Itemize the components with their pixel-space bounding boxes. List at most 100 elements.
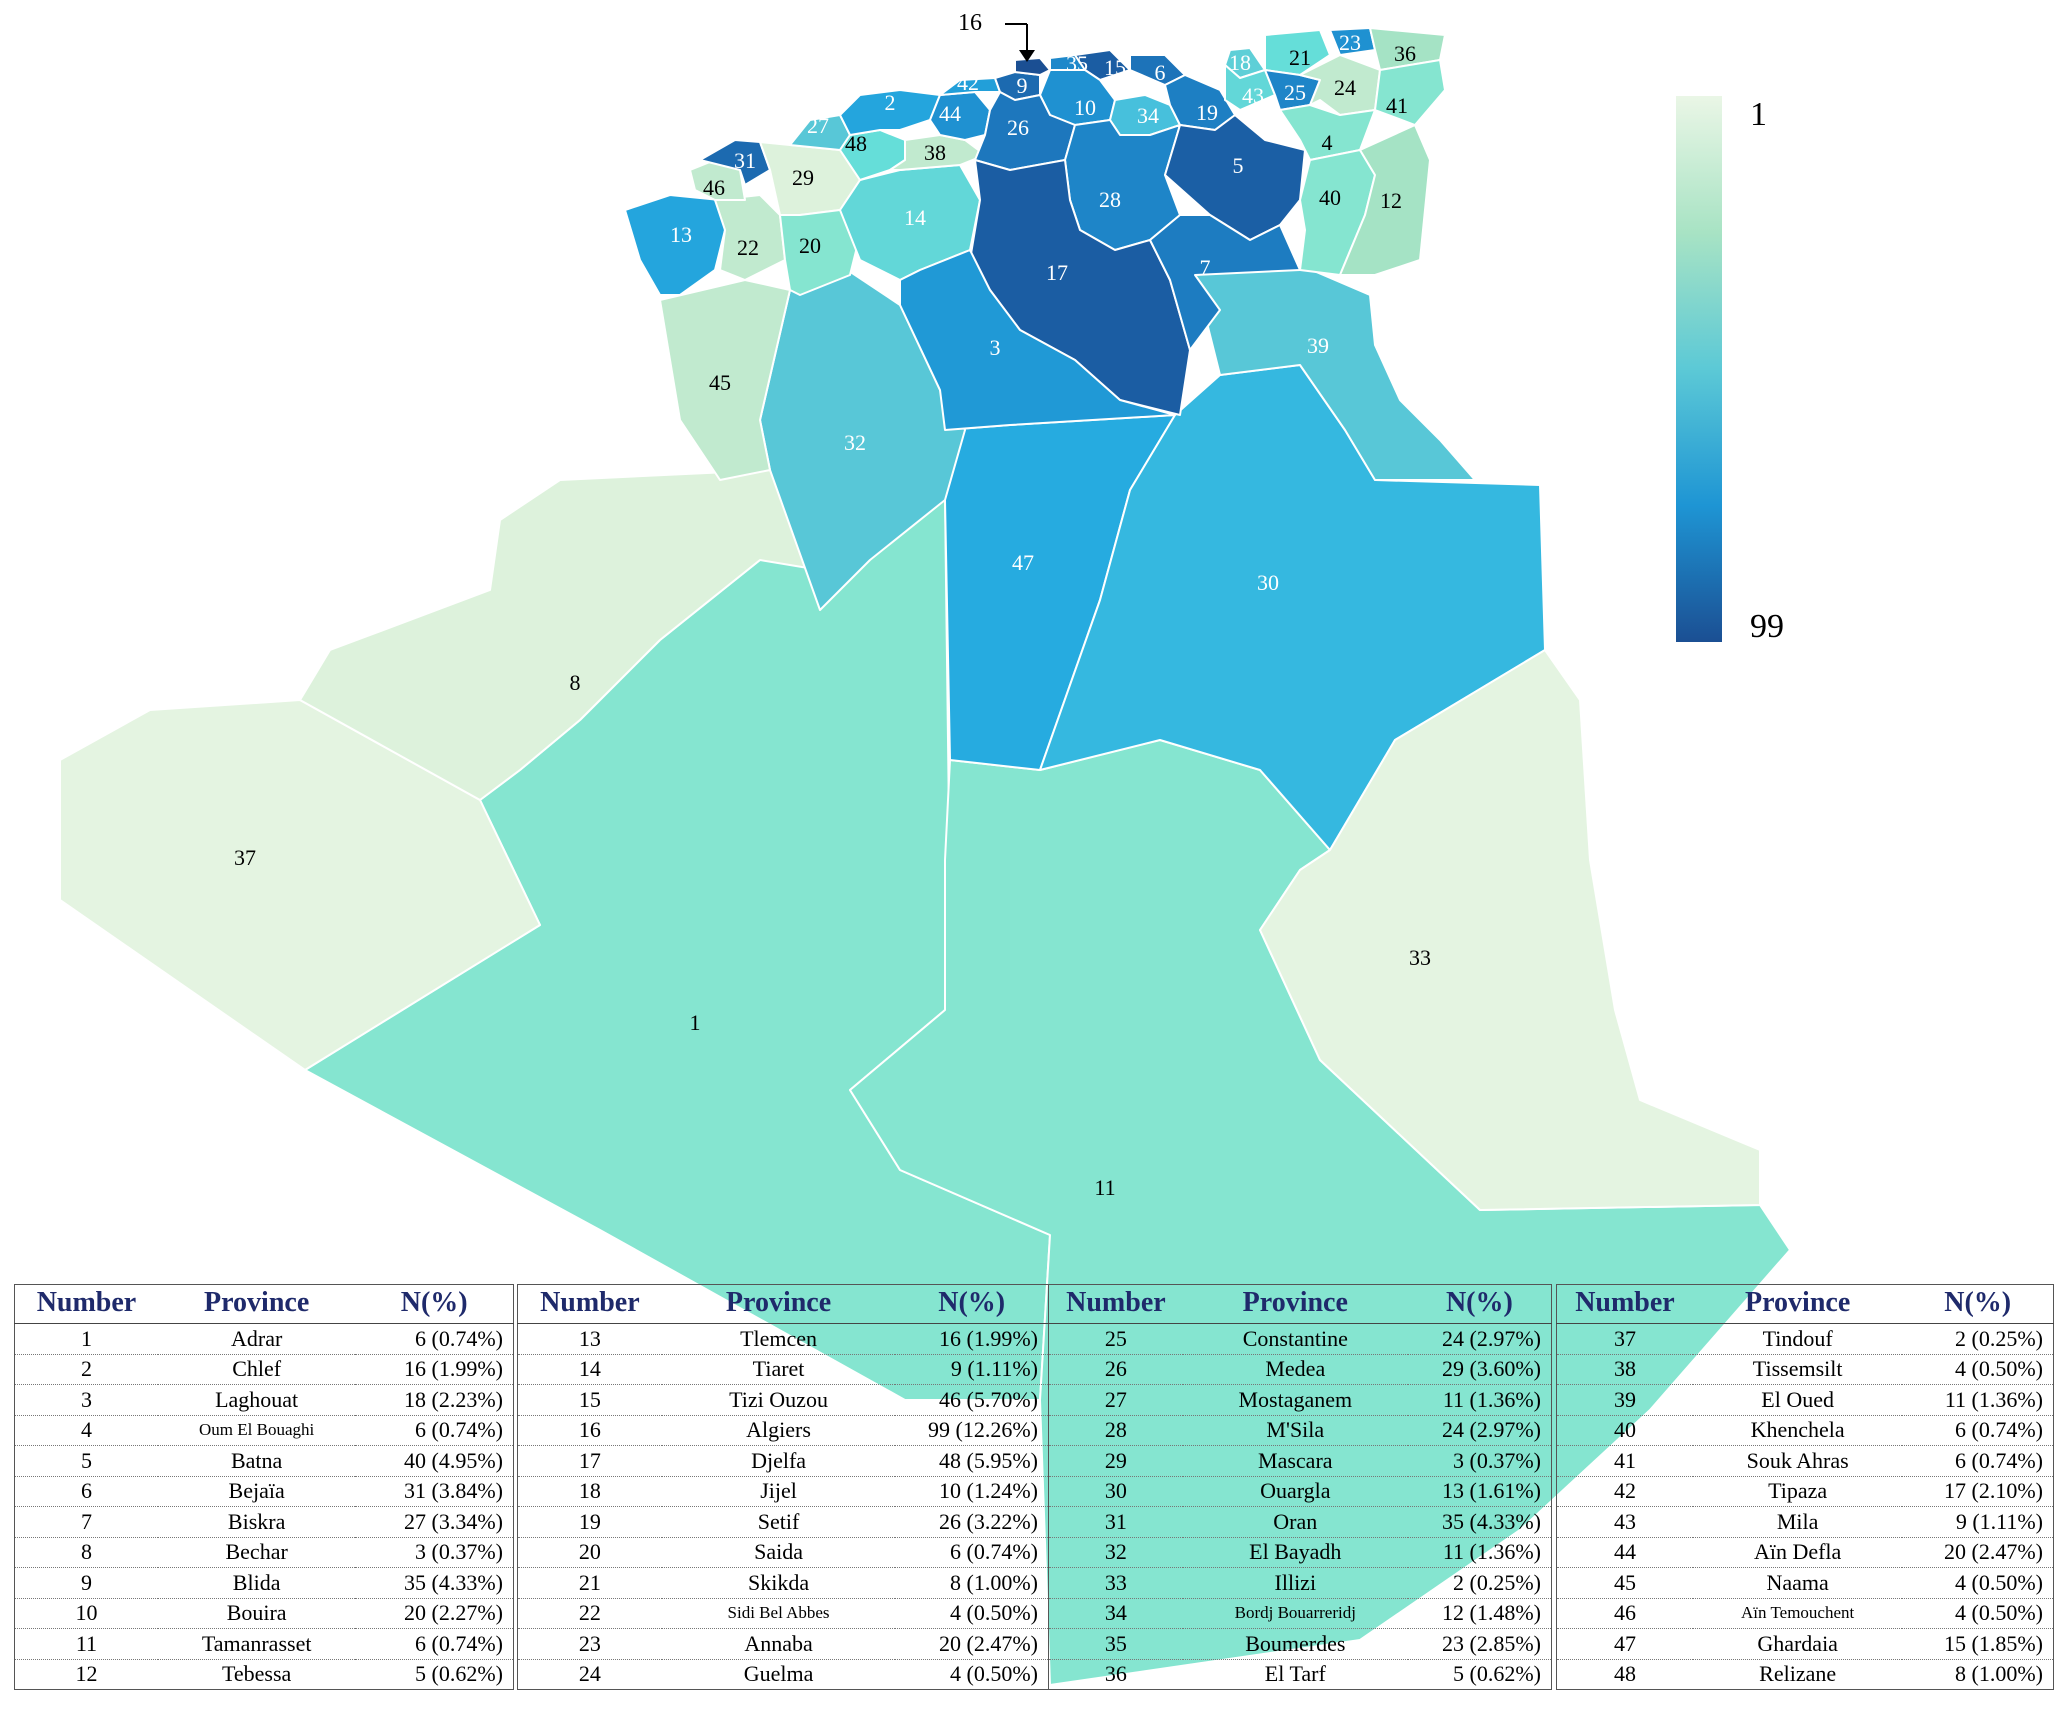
cell-n: 99 (12.26%) (895, 1415, 1049, 1446)
table-row: 43 Mila 9 (1.11%) (1556, 1506, 2054, 1538)
cell-number: 47 (1556, 1628, 1693, 1660)
cell-province: Tamanrasset (157, 1628, 356, 1660)
table-row: 19 Setif 26 (3.22%) (517, 1506, 1049, 1538)
cell-n: 17 (2.10%) (1902, 1476, 2054, 1507)
cell-number: 1 (14, 1323, 158, 1355)
cell-n: 20 (2.47%) (1902, 1537, 2054, 1568)
cell-n: 9 (1.11%) (1902, 1506, 2054, 1538)
table-row: 30 Ouargla 13 (1.61%) (1048, 1476, 1552, 1507)
region-label-32: 32 (844, 430, 866, 455)
cell-province: Tiaret (661, 1354, 896, 1385)
cell-number: 21 (517, 1567, 662, 1599)
cell-number: 36 (1104, 1661, 1127, 1687)
province-table-3: Number Province N(%) 25 Constantine 24 (2.97%… (1048, 1284, 1552, 1690)
region-label-26: 26 (1007, 115, 1029, 140)
region-label-31: 31 (734, 148, 756, 173)
region-label-47: 47 (1012, 550, 1034, 575)
cell-province: Tipaza (1692, 1476, 1903, 1507)
table-row: 48 Relizane 8 (1.00%) (1557, 1659, 2054, 1690)
legend-min-label: 1 (1750, 96, 1767, 133)
cell-n: 3 (0.37%) (1407, 1445, 1552, 1477)
table-row: 34 Bordj Bouarreridj 12 (1.48%) (1048, 1598, 1552, 1629)
cell-n: 31 (3.84%) (355, 1476, 514, 1507)
cell-number: 15 (517, 1384, 662, 1416)
n-header: N(%) (895, 1284, 1049, 1324)
table-row: 35 Boumerdes 23 (2.85%) (1048, 1628, 1552, 1660)
table-row: 11 Tamanrasset 6 (0.74%) (14, 1628, 514, 1660)
region-label-23: 23 (1339, 30, 1361, 55)
cell-province: Bechar (157, 1537, 356, 1568)
cell-number: 19 (517, 1506, 662, 1538)
region-label-14: 14 (904, 205, 926, 230)
region-label-43: 43 (1242, 83, 1264, 108)
cell-number: 12 (75, 1661, 98, 1687)
cell-n: 6 (0.74%) (895, 1537, 1049, 1568)
cell-number: 39 (1556, 1384, 1693, 1416)
cell-n: 29 (3.60%) (1407, 1354, 1552, 1385)
cell-n: 11 (1.36%) (1902, 1384, 2054, 1416)
cell-number: 3 (14, 1384, 158, 1416)
cell-n: 4 (0.50%) (895, 1598, 1049, 1629)
region-label-30: 30 (1257, 570, 1279, 595)
province-table-1: Number Province N(%) 1 Adrar 6 (0.74%) 2 Chlef 1… (14, 1284, 514, 1690)
cell-province: Bordj Bouarreridj (1182, 1598, 1408, 1629)
cell-number: 33 (1048, 1567, 1183, 1599)
province-tables: Number Province N(%) 1 Adrar 6 (0.74%) 2 Chlef 1… (0, 1284, 2066, 1704)
region-label-41: 41 (1386, 93, 1408, 118)
callout-arrow-icon (1005, 23, 1035, 62)
cell-province: Oum El Bouaghi (157, 1415, 356, 1446)
region-label-40: 40 (1319, 185, 1341, 210)
region-label-28: 28 (1099, 187, 1121, 212)
n-header: N(%) (1407, 1284, 1552, 1324)
table-row: 44 Aïn Defla 20 (2.47%) (1556, 1537, 2054, 1568)
table-row: 18 Jijel 10 (1.24%) (517, 1476, 1049, 1507)
cell-province: Tizi Ouzou (661, 1384, 896, 1416)
province-table-2: Number Province N(%) 13 Tlemcen 16 (1.99%) 14 T… (517, 1284, 1049, 1690)
cell-n: 13 (1.61%) (1407, 1476, 1552, 1507)
color-scale-legend (1676, 96, 1722, 642)
province-header: Province (1182, 1284, 1408, 1324)
number-header: Number (1048, 1284, 1183, 1324)
region-label-37: 37 (234, 845, 256, 870)
cell-n: 4 (0.50%) (1902, 1598, 2054, 1629)
region-39 (1194, 264, 1476, 481)
cell-province: Jijel (661, 1476, 896, 1507)
table-row: 33 Illizi 2 (0.25%) (1048, 1567, 1552, 1599)
cell-n: 6 (0.74%) (1902, 1445, 2054, 1477)
cell-n: 11 (1.36%) (1407, 1384, 1552, 1416)
cell-province: Souk Ahras (1692, 1445, 1903, 1477)
province-header: Province (1692, 1284, 1903, 1324)
cell-number: 34 (1048, 1598, 1183, 1629)
region-12 (1339, 124, 1431, 276)
cell-n: 48 (5.95%) (895, 1445, 1049, 1477)
cell-province: Guelma (743, 1661, 814, 1687)
cell-number: 20 (517, 1537, 662, 1568)
cell-number: 13 (517, 1323, 662, 1355)
cell-n: 35 (4.33%) (1407, 1506, 1552, 1538)
table-row: 7 Biskra 27 (3.34%) (14, 1506, 514, 1538)
table-row: 28 M'Sila 24 (2.97%) (1048, 1415, 1552, 1446)
cell-province: Ghardaia (1692, 1628, 1903, 1660)
region-label-42: 42 (957, 70, 979, 95)
cell-n: 16 (1.99%) (895, 1323, 1049, 1355)
table-row: 23 Annaba 20 (2.47%) (517, 1628, 1049, 1660)
cell-province: Mascara (1182, 1445, 1408, 1477)
cell-province: Batna (157, 1445, 356, 1477)
cell-province: Skikda (661, 1567, 896, 1599)
region-label-48: 48 (845, 131, 867, 156)
cell-province: Medea (1182, 1354, 1408, 1385)
table-row: 1 Adrar 6 (0.74%) (14, 1323, 514, 1355)
cell-province: El Tarf (1264, 1661, 1326, 1687)
region-label-20: 20 (799, 233, 821, 258)
cell-number: 7 (14, 1506, 158, 1538)
region-22 (714, 194, 786, 281)
cell-province: Bouira (157, 1598, 356, 1629)
cell-province: Algiers (661, 1415, 896, 1446)
cell-number: 46 (1556, 1598, 1693, 1629)
cell-province: Laghouat (157, 1384, 356, 1416)
region-label-7: 7 (1200, 255, 1211, 280)
table-row: 31 Oran 35 (4.33%) (1048, 1506, 1552, 1538)
cell-n: 18 (2.23%) (355, 1384, 514, 1416)
n-header: N(%) (1902, 1284, 2054, 1324)
